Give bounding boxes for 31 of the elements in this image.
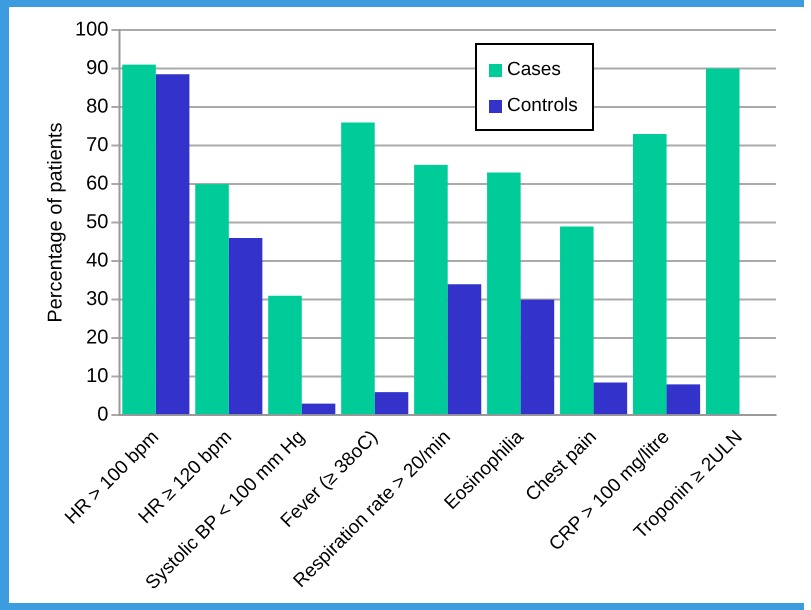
- bar: [156, 74, 190, 414]
- bar: [633, 134, 667, 414]
- bar: [666, 384, 700, 414]
- legend-label: Controls: [507, 95, 578, 117]
- bar: [228, 238, 262, 414]
- bar: [302, 404, 336, 414]
- bar: [374, 392, 408, 414]
- bar: [195, 184, 229, 414]
- y-tick-label: 20: [86, 326, 108, 349]
- bar: [706, 68, 740, 414]
- bar: [414, 164, 448, 414]
- y-tick-label: 30: [86, 288, 108, 310]
- bar: [268, 296, 302, 414]
- bar: [341, 122, 375, 414]
- bar: [560, 226, 594, 414]
- y-axis-title: Percentage of patients: [44, 122, 67, 323]
- y-tick-label: 100: [74, 18, 108, 41]
- bar: [487, 172, 521, 414]
- y-tick-label: 40: [86, 250, 108, 272]
- y-tick-label: 70: [86, 134, 108, 156]
- y-tick-label: 0: [97, 404, 108, 426]
- y-tick-label: 50: [86, 211, 108, 234]
- y-tick-label: 90: [86, 57, 108, 80]
- y-tick-label: 10: [86, 365, 108, 388]
- y-tick-label: 60: [86, 172, 108, 195]
- bar: [448, 284, 482, 414]
- y-tick-label: 80: [86, 96, 108, 118]
- bar: [520, 300, 554, 414]
- legend-label: Cases: [507, 59, 561, 81]
- bar: [594, 382, 628, 414]
- bar: [122, 64, 156, 414]
